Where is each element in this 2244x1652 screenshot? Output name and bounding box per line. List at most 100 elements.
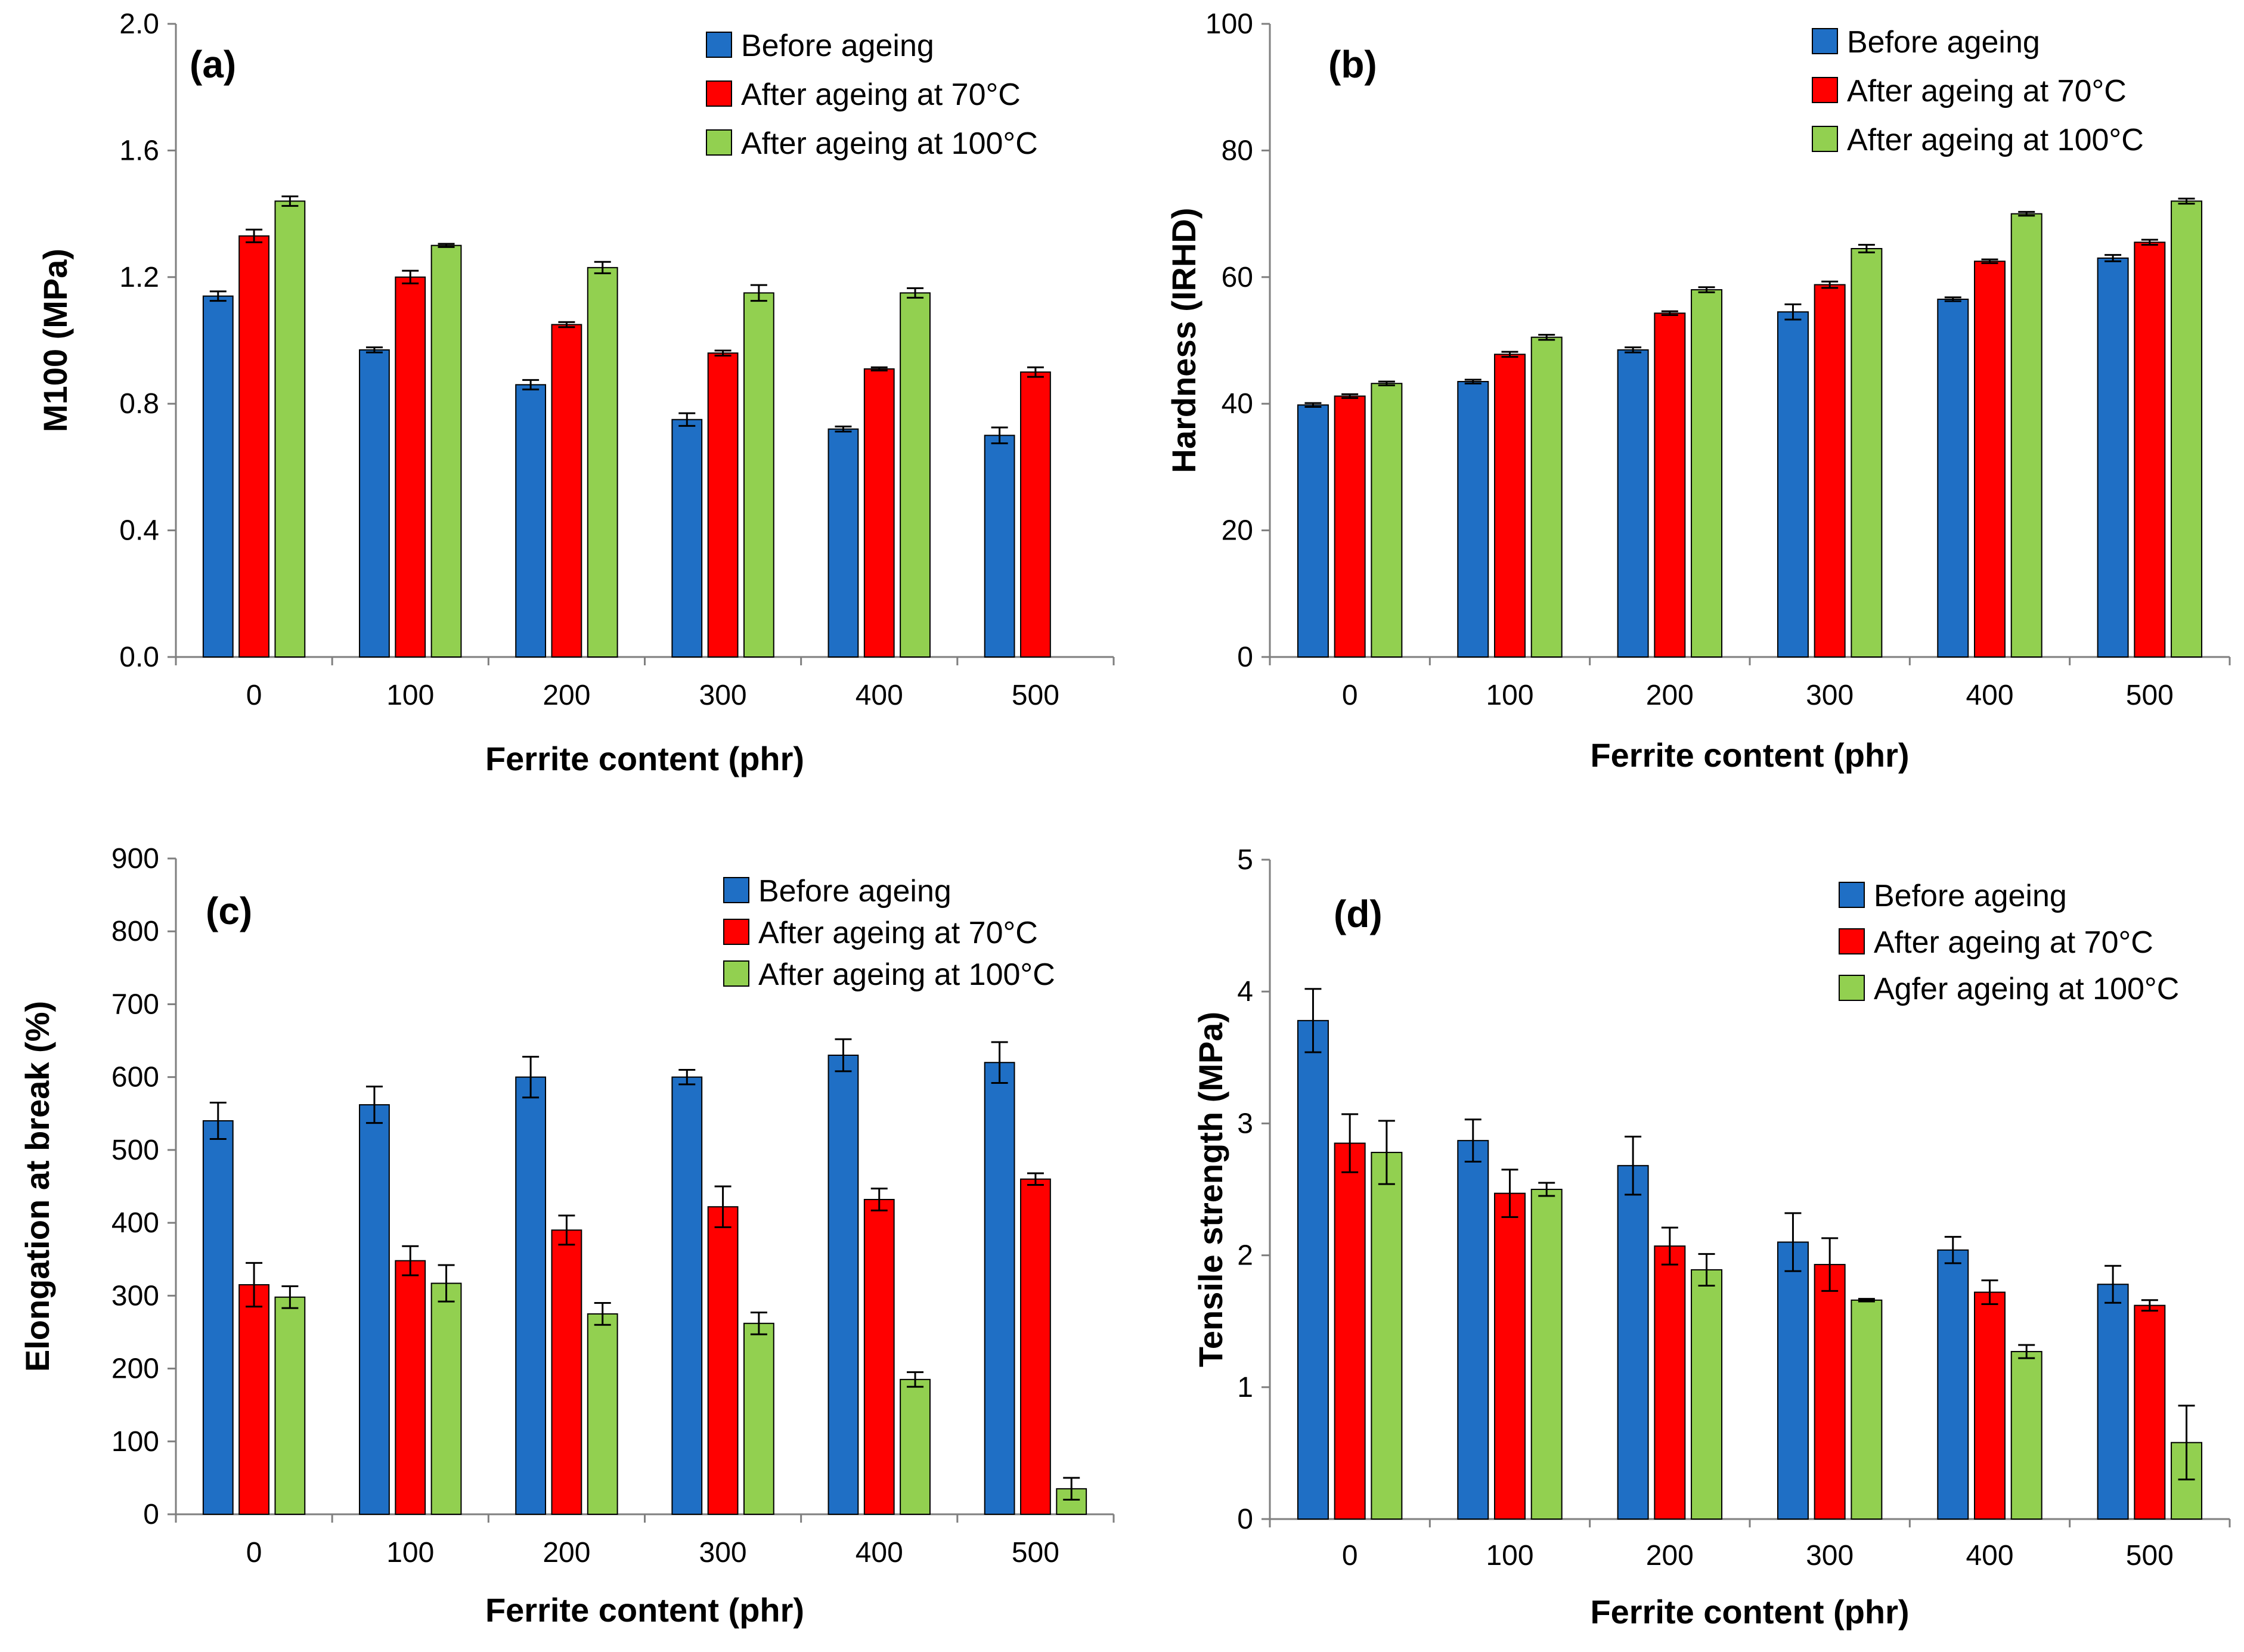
y-axis-title: Hardness (IRHD)	[1165, 208, 1202, 473]
bar	[238, 235, 269, 658]
x-tick-label: 200	[543, 680, 590, 711]
bar	[900, 292, 931, 658]
legend-swatch	[1812, 126, 1838, 152]
legend-swatch	[706, 80, 732, 107]
bar	[984, 1062, 1015, 1515]
legend-swatch	[1839, 882, 1865, 908]
legend-swatch	[706, 129, 732, 156]
y-tick-label: 2	[1237, 1240, 1253, 1272]
x-tick-label: 100	[386, 680, 434, 711]
bar	[900, 1378, 931, 1515]
bar	[515, 384, 547, 658]
x-tick-label: 400	[1966, 680, 2013, 711]
bar	[2097, 257, 2129, 658]
bar	[1494, 1192, 1526, 1520]
bar	[202, 295, 234, 658]
legend-label: Before ageing	[741, 29, 934, 63]
bar	[1974, 1291, 2006, 1520]
x-axis-title: Ferrite content (phr)	[1590, 736, 1909, 774]
x-tick-label: 200	[543, 1537, 590, 1569]
y-tick-label: 40	[1222, 388, 1253, 420]
x-tick-label: 300	[699, 1537, 747, 1569]
y-tick-label: 2.0	[119, 8, 159, 40]
bar	[551, 324, 582, 658]
panel-label: (a)	[190, 43, 236, 86]
bar	[587, 1313, 618, 1515]
legend-label: Before ageing	[1847, 25, 2040, 60]
y-tick-label: 0	[1237, 641, 1253, 673]
bar	[1371, 1152, 1403, 1520]
x-tick-label: 100	[1486, 1540, 1533, 1572]
panel-label: (b)	[1328, 43, 1377, 86]
x-axis-title: Ferrite content (phr)	[1590, 1593, 1909, 1631]
x-tick-label: 0	[246, 1537, 262, 1569]
x-tick-label: 300	[1806, 1540, 1854, 1572]
legend-label: Before ageing	[758, 874, 951, 909]
legend-swatch	[723, 919, 749, 945]
bar	[2171, 200, 2203, 658]
bar	[863, 368, 895, 658]
bar	[1974, 261, 2006, 658]
bar	[359, 1104, 390, 1515]
bar	[1851, 1299, 1883, 1520]
y-axis-title: Elongation at break (%)	[18, 1001, 56, 1372]
legend-label: Before ageing	[1874, 879, 2067, 913]
bar	[1334, 1142, 1366, 1520]
x-tick-label: 400	[1966, 1540, 2013, 1572]
legend-label: After ageing at 100°C	[758, 957, 1055, 992]
y-axis-title: M100 (MPa)	[36, 249, 74, 432]
bar	[1691, 1269, 1723, 1520]
bar	[827, 428, 859, 658]
legend-label: Agfer ageing at 100°C	[1874, 972, 2179, 1006]
bar	[743, 292, 774, 658]
legend-swatch	[1812, 28, 1838, 54]
legend-swatch	[723, 960, 749, 987]
bar	[2134, 241, 2166, 658]
y-tick-label: 1	[1237, 1372, 1253, 1403]
y-tick-label: 400	[111, 1207, 159, 1239]
bar	[238, 1284, 269, 1515]
bar	[743, 1322, 774, 1515]
bar	[1297, 1019, 1329, 1520]
bar	[430, 1282, 462, 1515]
y-tick-label: 0.4	[119, 515, 159, 547]
y-tick-label: 200	[111, 1353, 159, 1385]
bar	[827, 1055, 859, 1515]
x-tick-label: 100	[386, 1537, 434, 1569]
y-tick-label: 100	[111, 1426, 159, 1458]
x-tick-label: 500	[2126, 1540, 2174, 1572]
bar	[587, 266, 618, 658]
x-tick-label: 0	[1342, 1540, 1358, 1572]
y-tick-label: 0	[1237, 1504, 1253, 1535]
x-tick-label: 500	[2126, 680, 2174, 711]
bar	[1020, 371, 1051, 658]
bar	[2010, 1351, 2042, 1520]
bar	[1530, 1189, 1563, 1520]
legend-label: After ageing at 100°C	[1847, 123, 2144, 157]
bar	[1654, 1245, 1686, 1520]
bar	[1937, 1249, 1969, 1520]
bar	[274, 200, 306, 658]
y-tick-label: 1.2	[119, 262, 159, 293]
bar	[274, 1296, 306, 1515]
bar	[430, 244, 462, 658]
x-tick-label: 0	[1342, 680, 1358, 711]
legend-label: After ageing at 70°C	[741, 78, 1021, 112]
bar	[1777, 1241, 1809, 1520]
bar	[707, 1206, 739, 1515]
bar	[1777, 311, 1809, 658]
bar	[1617, 349, 1649, 658]
bar	[1691, 289, 1723, 658]
y-tick-label: 0.8	[119, 388, 159, 420]
legend-label: After ageing at 100°C	[741, 126, 1038, 161]
x-tick-label: 500	[1012, 680, 1059, 711]
x-tick-label: 0	[246, 680, 262, 711]
bar	[863, 1199, 895, 1515]
y-tick-label: 1.6	[119, 135, 159, 166]
bar	[2134, 1304, 2166, 1520]
bar	[515, 1076, 547, 1515]
bar	[1457, 1140, 1489, 1520]
x-tick-label: 200	[1646, 680, 1694, 711]
bar	[1851, 248, 1883, 658]
